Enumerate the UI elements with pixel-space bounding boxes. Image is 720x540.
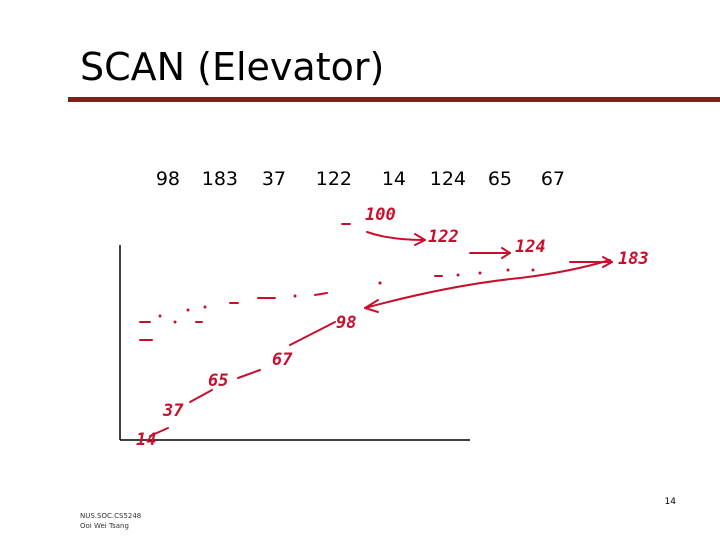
arrowhead: [501, 247, 511, 259]
stroke: [149, 427, 169, 437]
request-queue: 98 183 37 122 14 124 65 67: [156, 168, 565, 190]
queue-item: 124: [430, 168, 466, 190]
handwritten-label: 67: [272, 350, 293, 370]
handwritten-label: 65: [208, 371, 228, 391]
arrowhead: [602, 256, 613, 268]
handwritten-label: 183: [618, 249, 649, 269]
stroke: [364, 259, 611, 309]
handwritten-dots: [158, 268, 535, 324]
handwritten-strokes: [139, 223, 613, 437]
queue-item: 183: [202, 168, 238, 190]
handwritten-label: 122: [428, 227, 459, 247]
handwritten-labels: 100 122 124 183 98 67 65 37 14: [136, 205, 649, 450]
page-number: 14: [665, 497, 677, 507]
handwritten-label: 14: [136, 430, 156, 450]
stroke: [366, 231, 426, 241]
dashes: [139, 223, 443, 341]
stroke: [289, 321, 336, 346]
arrowhead: [364, 299, 379, 313]
stroke: [189, 389, 213, 403]
queue-item: 67: [541, 168, 565, 190]
queue-item: 14: [382, 168, 406, 190]
handwritten-label: 100: [365, 205, 396, 225]
slide-title: SCAN (Elevator): [80, 45, 384, 89]
queue-item: 122: [316, 168, 352, 190]
handwritten-label: 98: [336, 313, 356, 333]
queue-item: 65: [488, 168, 512, 190]
footer-author: Ooi Wei Tsang: [80, 522, 129, 530]
handwritten-label: 124: [515, 237, 546, 257]
handwritten-label: 37: [162, 401, 184, 421]
queue-item: 98: [156, 168, 180, 190]
footer-course: NUS.SOC.CS5248: [80, 512, 141, 520]
stroke: [237, 369, 261, 379]
title-rule: [68, 97, 720, 102]
arrowhead: [414, 233, 426, 246]
queue-item: 37: [262, 168, 286, 190]
